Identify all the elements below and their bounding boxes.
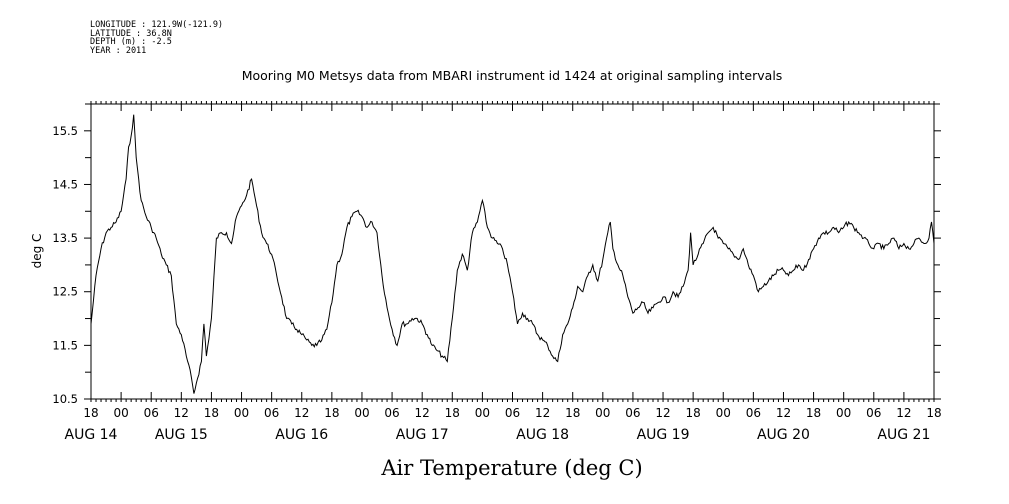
x-hour-tick-label: 06 [746, 406, 761, 420]
x-hour-tick-label: 12 [655, 406, 670, 420]
x-date-label: AUG 14 [65, 427, 118, 443]
x-hour-tick-label: 18 [806, 406, 821, 420]
y-tick-label: 12.5 [52, 285, 78, 299]
x-hour-tick-label: 18 [445, 406, 460, 420]
y-tick-label: 11.5 [52, 338, 78, 352]
minor-ticks [90, 101, 935, 402]
y-tick-label: 13.5 [52, 231, 78, 245]
x-hour-tick-label: 18 [83, 406, 98, 420]
x-hour-tick-label: 06 [625, 406, 640, 420]
x-hour-tick-label: 06 [384, 406, 399, 420]
x-hour-tick-label: 00 [113, 406, 128, 420]
y-tick-label: 15.5 [52, 124, 78, 138]
x-hour-tick-label: 12 [776, 406, 791, 420]
x-hour-tick-label: 18 [565, 406, 580, 420]
chart-title: Mooring M0 Metsys data from MBARI instru… [242, 68, 783, 83]
x-date-label: AUG 21 [877, 427, 930, 443]
y-tick-labels: 10.5 11.5 12.5 13.5 14.5 15.5 [52, 124, 78, 406]
series-line-air-temperature [90, 114, 935, 394]
x-hour-tick-label: 18 [204, 406, 219, 420]
x-hour-tick-label: 06 [144, 406, 159, 420]
x-hour-tick-label: 18 [926, 406, 941, 420]
metadata-block: LONGITUDE : 121.9W(-121.9) LATITUDE : 36… [90, 21, 223, 55]
depth-label: DEPTH (m) : -2.5 [90, 37, 172, 48]
y-tick-label: 14.5 [52, 177, 78, 191]
x-date-labels: AUG 14 AUG 15 AUG 16 AUG 17 AUG 18 AUG 19 AUG … [65, 427, 931, 443]
x-hour-tick-label: 12 [415, 406, 430, 420]
year-label: YEAR : 2011 [90, 45, 147, 56]
x-hour-tick-label: 06 [505, 406, 520, 420]
x-hour-tick-label: 00 [716, 406, 731, 420]
x-hour-tick-label: 12 [535, 406, 550, 420]
x-date-label: AUG 18 [516, 427, 569, 443]
major-ticks [84, 103, 941, 400]
x-hour-tick-label: 06 [264, 406, 279, 420]
x-date-label: AUG 15 [155, 427, 208, 443]
x-date-label: AUG 20 [757, 427, 810, 443]
x-date-label: AUG 19 [637, 427, 690, 443]
x-date-label: AUG 17 [396, 427, 449, 443]
x-hour-tick-label: 12 [294, 406, 309, 420]
x-hour-tick-label: 06 [866, 406, 881, 420]
longitude-label: LONGITUDE : 121.9W(-121.9) [90, 20, 224, 30]
y-axis-label: deg C [30, 234, 44, 269]
x-hour-tick-label: 12 [174, 406, 189, 420]
latitude-label: LATITUDE : 36.8N [90, 28, 172, 39]
x-hour-tick-label: 18 [686, 406, 701, 420]
x-hour-tick-label: 18 [324, 406, 339, 420]
x-axis-label: Air Temperature (deg C) [380, 456, 642, 480]
x-hour-tick-label: 00 [354, 406, 369, 420]
x-hour-tick-label: 00 [595, 406, 610, 420]
x-hour-tick-label: 00 [475, 406, 490, 420]
x-hour-tick-label: 00 [836, 406, 851, 420]
x-hour-tick-label: 00 [234, 406, 249, 420]
x-hour-tick-labels: 18 00 06 12 18 00 06 12 18 00 06 12 18 00 06 12 18 00 06 12… [83, 406, 941, 420]
y-tick-label: 10.5 [52, 392, 78, 406]
plot-frame [90, 103, 935, 400]
x-hour-tick-label: 12 [896, 406, 911, 420]
x-date-label: AUG 16 [275, 427, 328, 443]
